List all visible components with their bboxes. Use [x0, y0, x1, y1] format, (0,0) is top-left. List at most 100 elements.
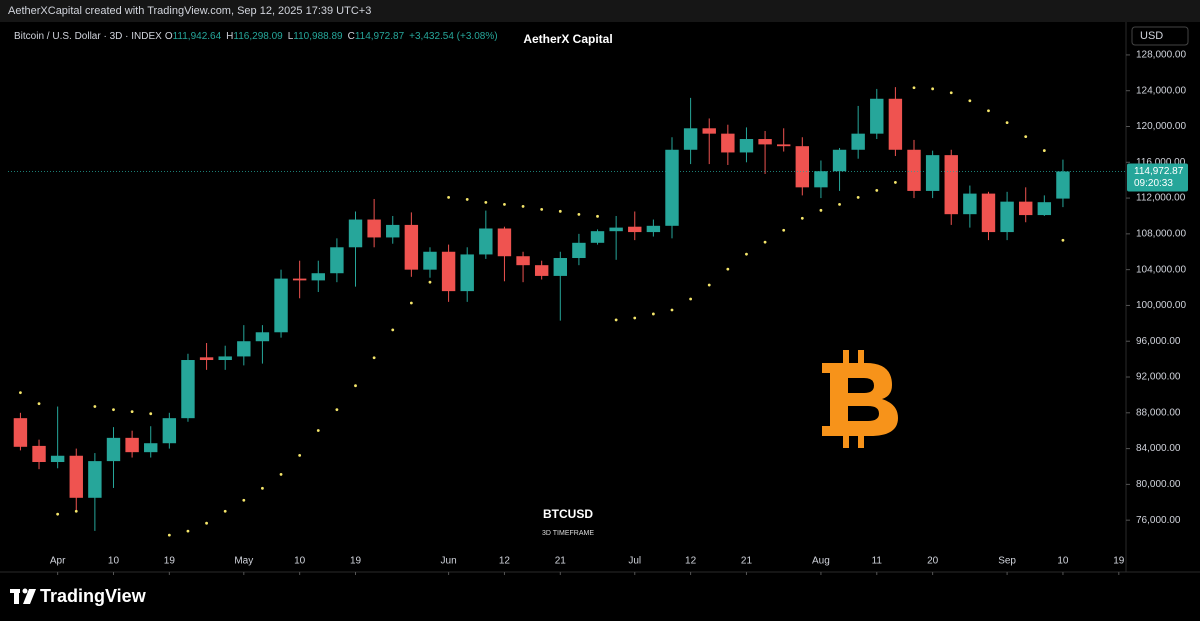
y-tick-label: 88,000.00 — [1136, 407, 1181, 418]
sar-dot — [335, 408, 339, 412]
logo-bar — [858, 350, 864, 366]
ohlc-key: L — [288, 31, 294, 42]
x-tick-label: 20 — [927, 556, 939, 567]
candle-body — [776, 144, 791, 147]
footer-logo: TradingView — [10, 586, 147, 606]
countdown: 09:20:33 — [1134, 178, 1173, 189]
y-tick-label: 108,000.00 — [1136, 229, 1186, 240]
sar-dot — [689, 297, 693, 301]
sar-dot — [112, 408, 115, 412]
candle-body — [237, 341, 251, 357]
candle-body — [1019, 201, 1033, 216]
x-tick-label: 19 — [350, 556, 362, 567]
candle-body — [106, 437, 121, 462]
candle-body — [367, 219, 381, 238]
bitcoin-logo — [822, 350, 898, 448]
candle-body — [590, 231, 605, 243]
candle-body — [907, 149, 921, 191]
candle-body — [758, 139, 772, 145]
symbol: Bitcoin / U.S. Dollar · 3D · INDEX — [14, 31, 162, 42]
sar-dot — [465, 198, 469, 201]
y-tick-label: 116,000.00 — [1136, 157, 1186, 168]
x-tick-label: 19 — [164, 556, 176, 567]
candle-body — [851, 133, 865, 150]
x-tick-label: 21 — [741, 556, 753, 567]
candle-body — [330, 247, 344, 274]
candle-body — [181, 360, 195, 419]
candle-body — [553, 258, 567, 276]
candle-body — [497, 228, 512, 257]
sar-dot — [484, 200, 488, 204]
sar-dot — [596, 214, 599, 218]
change: +3,432.54 (+3.08%) — [409, 31, 497, 42]
ohlc-key: H — [226, 31, 233, 42]
sar-dot — [223, 509, 227, 513]
sar-dot — [614, 318, 618, 322]
sar-dot — [540, 207, 544, 211]
sar-dot — [1061, 238, 1065, 242]
sar-dot — [19, 391, 22, 395]
candle-body — [795, 146, 810, 188]
watermark-sub: 3D TIMEFRAME — [542, 530, 594, 537]
sar-dot — [987, 109, 990, 113]
x-tick-label: Apr — [50, 556, 66, 567]
candle-body — [981, 193, 996, 233]
logo-part — [14, 589, 19, 604]
sar-dot — [354, 384, 357, 388]
sar-dot — [93, 405, 97, 408]
sar-dot — [391, 328, 395, 332]
sar-dot — [205, 521, 208, 525]
candle-body — [1000, 201, 1014, 233]
sar-dot — [298, 453, 302, 457]
candle-body — [1037, 202, 1052, 216]
last-price-box — [1127, 163, 1188, 192]
sar-dot — [56, 512, 60, 516]
candle-body — [479, 228, 493, 255]
logo-part — [23, 589, 36, 604]
candle-body — [944, 155, 958, 215]
candle-body — [702, 128, 716, 134]
sar-dot — [782, 228, 786, 232]
y-tick-label: 104,000.00 — [1136, 264, 1186, 275]
sar-dot — [521, 204, 525, 208]
sar-dot — [875, 188, 879, 192]
sar-dot — [316, 429, 320, 432]
x-tick-label: Jun — [441, 556, 457, 567]
chart-title: AetherX Capital — [523, 32, 612, 46]
x-tick-label: Sep — [998, 556, 1016, 567]
sar-dot — [149, 412, 153, 416]
logo-bar — [858, 432, 864, 448]
y-tick-label: 92,000.00 — [1136, 372, 1181, 383]
candle-body — [646, 225, 661, 233]
candle-body — [888, 98, 903, 150]
sar-dot — [37, 402, 41, 406]
sar-dot — [167, 533, 171, 537]
candle-body — [404, 224, 419, 270]
y-tick-label: 84,000.00 — [1136, 443, 1181, 454]
candle-body — [125, 437, 139, 453]
candle-body — [739, 139, 754, 153]
y-tick-label: 128,000.00 — [1136, 50, 1186, 61]
x-tick-label: Aug — [812, 556, 830, 567]
candle-body — [870, 98, 884, 134]
sar-dot — [130, 410, 134, 414]
candle-body — [441, 251, 456, 292]
candle-body — [628, 226, 642, 233]
logo-bar — [843, 432, 849, 448]
sar-dot — [651, 312, 655, 316]
footer-brand: TradingView — [40, 586, 147, 606]
sar-dot — [1005, 121, 1009, 125]
sar-dot — [893, 181, 897, 184]
sar-dot — [726, 267, 730, 271]
candle-body — [516, 256, 530, 266]
candle-body — [311, 273, 325, 281]
candle-body — [534, 265, 549, 276]
candle-body — [423, 251, 437, 270]
candle-body — [69, 455, 83, 498]
y-tick-label: 76,000.00 — [1136, 515, 1181, 526]
candle-body — [460, 254, 474, 292]
sar-dot — [707, 283, 711, 287]
x-tick-label: May — [234, 556, 253, 567]
logo-b — [830, 363, 898, 436]
